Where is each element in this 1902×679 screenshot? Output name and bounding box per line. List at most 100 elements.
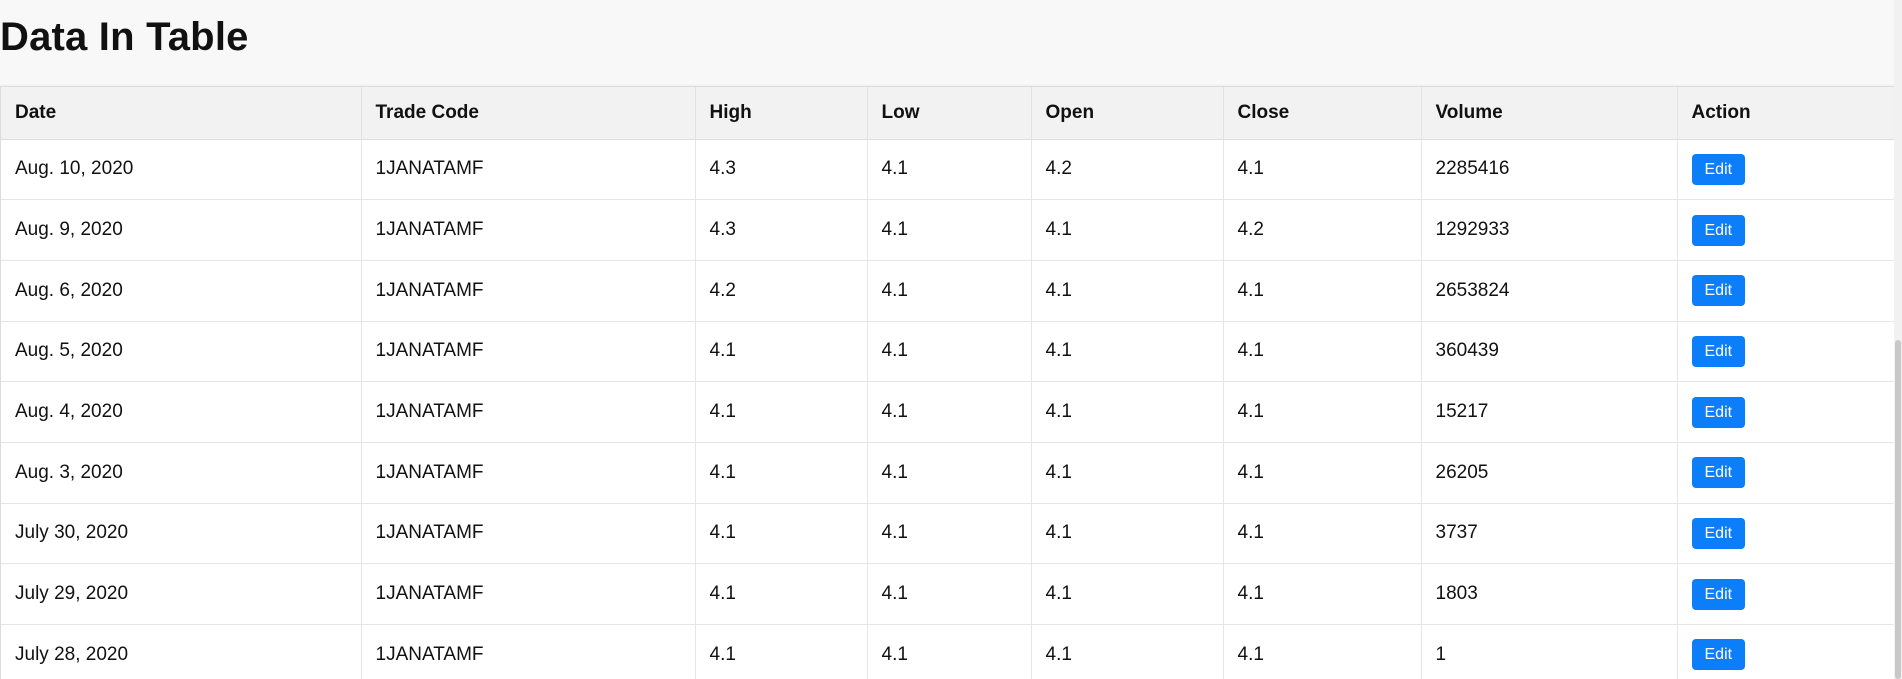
edit-button[interactable]: Edit [1691, 153, 1746, 185]
cell-date: July 28, 2020 [1, 624, 362, 679]
cell-high: 4.3 [695, 199, 868, 261]
cell-low: 4.1 [867, 381, 1032, 443]
data-table: Date Trade Code High Low Open Close Volu… [1, 87, 1894, 679]
cell-date: Aug. 10, 2020 [1, 139, 362, 201]
cell-high: 4.3 [695, 139, 868, 201]
edit-button[interactable]: Edit [1691, 639, 1746, 671]
cell-trade-code: 1JANATAMF [361, 199, 696, 261]
cell-volume: 1 [1421, 624, 1678, 679]
column-header-trade-code[interactable]: Trade Code [361, 87, 696, 140]
cell-high: 4.1 [695, 503, 868, 565]
cell-volume: 360439 [1421, 321, 1678, 383]
data-table-container: Date Trade Code High Low Open Close Volu… [0, 86, 1894, 679]
cell-action: Edit [1677, 624, 1894, 679]
cell-open: 4.1 [1031, 563, 1224, 625]
table-row: Aug. 5, 2020 1JANATAMF 4.1 4.1 4.1 4.1 3… [1, 321, 1894, 383]
cell-date: Aug. 3, 2020 [1, 442, 362, 504]
cell-high: 4.1 [695, 381, 868, 443]
column-header-date[interactable]: Date [1, 87, 362, 140]
cell-low: 4.1 [867, 260, 1032, 322]
cell-date: Aug. 5, 2020 [1, 321, 362, 383]
cell-open: 4.1 [1031, 199, 1224, 261]
cell-low: 4.1 [867, 563, 1032, 625]
cell-trade-code: 1JANATAMF [361, 139, 696, 201]
cell-trade-code: 1JANATAMF [361, 381, 696, 443]
table-row: Aug. 4, 2020 1JANATAMF 4.1 4.1 4.1 4.1 1… [1, 381, 1894, 443]
cell-action: Edit [1677, 260, 1894, 322]
cell-action: Edit [1677, 199, 1894, 261]
cell-high: 4.1 [695, 563, 868, 625]
cell-low: 4.1 [867, 321, 1032, 383]
table-row: July 29, 2020 1JANATAMF 4.1 4.1 4.1 4.1 … [1, 563, 1894, 625]
cell-open: 4.1 [1031, 624, 1224, 679]
table-row: July 28, 2020 1JANATAMF 4.1 4.1 4.1 4.1 … [1, 624, 1894, 679]
cell-open: 4.1 [1031, 321, 1224, 383]
column-header-high[interactable]: High [695, 87, 868, 140]
cell-date: Aug. 4, 2020 [1, 381, 362, 443]
column-header-close[interactable]: Close [1223, 87, 1422, 140]
edit-button[interactable]: Edit [1691, 517, 1746, 549]
cell-low: 4.1 [867, 624, 1032, 679]
column-header-action: Action [1677, 87, 1894, 140]
cell-action: Edit [1677, 381, 1894, 443]
table-row: Aug. 9, 2020 1JANATAMF 4.3 4.1 4.1 4.2 1… [1, 199, 1894, 261]
cell-close: 4.1 [1223, 260, 1422, 322]
cell-trade-code: 1JANATAMF [361, 260, 696, 322]
cell-date: Aug. 6, 2020 [1, 260, 362, 322]
cell-trade-code: 1JANATAMF [361, 442, 696, 504]
cell-volume: 2653824 [1421, 260, 1678, 322]
cell-high: 4.1 [695, 624, 868, 679]
edit-button[interactable]: Edit [1691, 396, 1746, 428]
cell-open: 4.1 [1031, 442, 1224, 504]
vertical-scrollbar[interactable] [1894, 0, 1902, 679]
cell-volume: 15217 [1421, 381, 1678, 443]
cell-volume: 1292933 [1421, 199, 1678, 261]
cell-open: 4.2 [1031, 139, 1224, 201]
table-row: Aug. 6, 2020 1JANATAMF 4.2 4.1 4.1 4.1 2… [1, 260, 1894, 322]
table-body: Aug. 10, 2020 1JANATAMF 4.3 4.1 4.2 4.1 … [1, 139, 1894, 679]
cell-close: 4.1 [1223, 503, 1422, 565]
table-row: Aug. 10, 2020 1JANATAMF 4.3 4.1 4.2 4.1 … [1, 139, 1894, 201]
cell-date: Aug. 9, 2020 [1, 199, 362, 261]
edit-button[interactable]: Edit [1691, 578, 1746, 610]
edit-button[interactable]: Edit [1691, 275, 1746, 307]
table-row: Aug. 3, 2020 1JANATAMF 4.1 4.1 4.1 4.1 2… [1, 442, 1894, 504]
cell-open: 4.1 [1031, 260, 1224, 322]
edit-button[interactable]: Edit [1691, 335, 1746, 367]
scrollbar-thumb[interactable] [1895, 340, 1901, 679]
cell-date: July 29, 2020 [1, 563, 362, 625]
edit-button[interactable]: Edit [1691, 214, 1746, 246]
cell-volume: 3737 [1421, 503, 1678, 565]
cell-date: July 30, 2020 [1, 503, 362, 565]
table-header: Date Trade Code High Low Open Close Volu… [1, 87, 1894, 140]
cell-close: 4.1 [1223, 624, 1422, 679]
cell-action: Edit [1677, 503, 1894, 565]
cell-close: 4.1 [1223, 563, 1422, 625]
cell-trade-code: 1JANATAMF [361, 321, 696, 383]
cell-close: 4.1 [1223, 442, 1422, 504]
cell-close: 4.1 [1223, 381, 1422, 443]
cell-open: 4.1 [1031, 381, 1224, 443]
cell-trade-code: 1JANATAMF [361, 624, 696, 679]
cell-close: 4.1 [1223, 321, 1422, 383]
cell-close: 4.2 [1223, 199, 1422, 261]
column-header-low[interactable]: Low [867, 87, 1032, 140]
page-title: Data In Table [0, 15, 249, 59]
edit-button[interactable]: Edit [1691, 457, 1746, 489]
cell-action: Edit [1677, 321, 1894, 383]
cell-high: 4.2 [695, 260, 868, 322]
cell-high: 4.1 [695, 321, 868, 383]
column-header-open[interactable]: Open [1031, 87, 1224, 140]
cell-volume: 2285416 [1421, 139, 1678, 201]
cell-action: Edit [1677, 139, 1894, 201]
column-header-volume[interactable]: Volume [1421, 87, 1678, 140]
cell-high: 4.1 [695, 442, 868, 504]
cell-action: Edit [1677, 563, 1894, 625]
table-header-row: Date Trade Code High Low Open Close Volu… [1, 87, 1894, 140]
cell-low: 4.1 [867, 139, 1032, 201]
cell-trade-code: 1JANATAMF [361, 503, 696, 565]
cell-low: 4.1 [867, 442, 1032, 504]
cell-action: Edit [1677, 442, 1894, 504]
cell-volume: 26205 [1421, 442, 1678, 504]
